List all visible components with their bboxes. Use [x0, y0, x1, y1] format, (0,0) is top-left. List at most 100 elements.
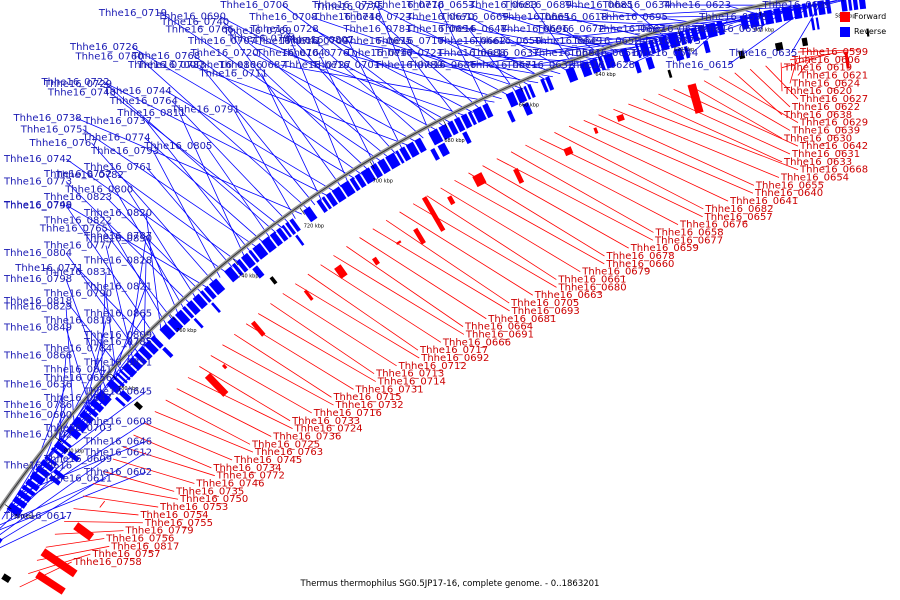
reverse-gene-block — [658, 35, 670, 52]
leader-line — [0, 458, 107, 536]
leader-line — [144, 137, 264, 243]
scale-tick-label: 820 kbp — [14, 514, 34, 520]
reverse-gene-block — [399, 146, 412, 162]
reverse-gene-block — [438, 123, 453, 141]
leader-line — [78, 313, 147, 419]
forward-gene-label: Thhe16_0679 — [581, 267, 650, 278]
reverse-gene-block — [467, 111, 477, 126]
reverse-gene-block — [12, 495, 28, 509]
reverse-gene-block — [252, 265, 265, 279]
reverse-gene-label: Thhe16_0865 — [83, 309, 152, 320]
reverse-gene-label: Thhe16_0648 — [438, 24, 507, 35]
rna-gene-block — [1, 573, 12, 583]
leader-line — [482, 165, 629, 249]
reverse-gene-label: Thhe16_0710 — [375, 36, 444, 47]
forward-gene-label: Thhe16_0641 — [729, 196, 798, 207]
forward-gene-label: Thhe16_0716 — [313, 408, 382, 419]
leader-line — [719, 76, 799, 123]
forward-gene-label: Thhe16_0654 — [780, 173, 849, 184]
reverse-gene-label: Thhe16_0671 — [469, 60, 538, 71]
reverse-gene-label: Thhe16_0737 — [83, 116, 152, 127]
reverse-gene-block — [678, 30, 687, 46]
forward-gene-label: Thhe16_0624 — [791, 78, 860, 89]
leader-line — [342, 40, 553, 78]
leader-line — [143, 260, 147, 348]
leader-line — [65, 327, 91, 407]
forward-gene-label: Thhe16_0599 — [799, 47, 868, 58]
reverse-gene-label: Thhe16_0770 — [375, 0, 444, 11]
reverse-gene-block — [240, 252, 256, 269]
leader-line — [65, 279, 106, 389]
reverse-gene-block — [460, 113, 473, 129]
reverse-gene-label: Thhe16_0723 — [343, 12, 412, 23]
reverse-gene-label: Thhe16_0696 — [500, 24, 569, 35]
reverse-gene-label: Thhe16_0740 — [160, 17, 229, 28]
reverse-gene-label: Thhe16_0782 — [55, 170, 124, 181]
reverse-gene-block — [810, 18, 816, 31]
reverse-gene-block — [331, 186, 347, 203]
leader-line — [314, 40, 424, 139]
leader-line — [249, 40, 466, 117]
reverse-gene-label: Thhe16_0741 — [252, 36, 321, 47]
reverse-gene-block — [114, 396, 126, 407]
reverse-gene-block — [527, 83, 536, 99]
leader-line — [105, 220, 168, 326]
leader-line — [109, 92, 283, 229]
reverse-gene-block — [44, 455, 58, 467]
reverse-gene-block — [6, 502, 23, 518]
reverse-gene-label: Thhe16_0748 — [312, 12, 381, 23]
reverse-gene-label: Thhe16_0777 — [43, 241, 112, 252]
forward-swatch — [840, 11, 850, 22]
forward-gene-label: Thhe16_0682 — [704, 204, 773, 215]
forward-gene-label: Thhe16_0715 — [332, 392, 401, 403]
reverse-gene-block — [182, 306, 195, 319]
leader-line — [454, 179, 605, 265]
reverse-gene-label: Thhe16_0667 — [596, 24, 665, 35]
reverse-gene-block — [702, 40, 711, 54]
scale-tick — [677, 27, 681, 36]
reverse-gene-block — [340, 180, 356, 198]
reverse-gene-block — [39, 459, 55, 473]
leader-line — [533, 32, 682, 54]
reverse-gene-label: Thhe16_0823 — [43, 192, 112, 203]
leader-line — [437, 40, 643, 45]
forward-gene-label: Thhe16_0735 — [175, 486, 244, 497]
reverse-gene-block — [175, 309, 191, 326]
leader-line — [222, 344, 334, 406]
reverse-gene-label: Thhe16_0769 — [222, 26, 291, 37]
leader-line — [568, 125, 729, 202]
forward-gene-label: Thhe16_0756 — [105, 533, 174, 544]
forward-gene-label: Thhe16_0692 — [420, 353, 489, 364]
reverse-gene-block — [269, 231, 283, 247]
leader-line — [285, 30, 396, 154]
reverse-gene-label: Thhe16_0761 — [83, 162, 152, 173]
forward-gene-label: Thhe16_0668 — [799, 165, 868, 176]
forward-gene-label: Thhe16_0772 — [216, 471, 285, 482]
reverse-gene-label: Thhe16_0611 — [43, 473, 112, 484]
reverse-gene-block — [208, 278, 226, 296]
reverse-gene-label: Thhe16_0711 — [198, 68, 267, 79]
reverse-gene-label: Thhe16_0699 — [762, 0, 831, 11]
leader-line — [227, 29, 342, 188]
forward-gene-label: Thhe16_0712 — [398, 361, 467, 372]
reverse-gene-label: Thhe16_0721 — [374, 48, 443, 59]
reverse-gene-label: Thhe16_0794 — [227, 33, 296, 44]
leader-line — [781, 53, 829, 69]
reverse-gene-block — [815, 17, 820, 30]
reverse-gene-block — [21, 484, 36, 497]
reverse-gene-label: Thhe16_0635 — [728, 48, 797, 59]
leader-line — [103, 81, 329, 197]
reverse-gene-block — [150, 335, 164, 349]
leader-line — [0, 452, 147, 541]
reverse-gene-label: Thhe16_0688 — [437, 48, 506, 59]
leader-line — [359, 237, 487, 320]
reverse-gene-label: Thhe16_0708 — [248, 12, 317, 23]
leader-line — [385, 219, 510, 304]
reverse-gene-block — [144, 340, 159, 355]
scale-tick — [110, 373, 117, 380]
leader-line — [440, 187, 581, 273]
forward-gene-label: Thhe16_0763 — [254, 447, 323, 458]
reverse-gene-block — [48, 474, 62, 486]
leader-line — [468, 172, 605, 257]
